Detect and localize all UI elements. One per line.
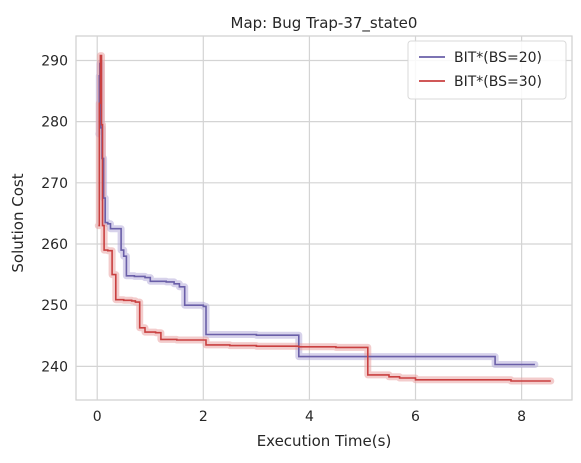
- legend-label-1: BIT*(BS=20): [454, 50, 542, 66]
- x-tick-label: 0: [93, 409, 102, 425]
- legend-label-2: BIT*(BS=30): [454, 74, 542, 90]
- y-tick-label: 240: [41, 359, 68, 375]
- x-tick-label: 8: [517, 409, 526, 425]
- chart-title: Map: Bug Trap-37_state0: [231, 14, 418, 33]
- x-tick-label: 2: [199, 409, 208, 425]
- x-tick-label: 4: [305, 409, 314, 425]
- y-tick-label: 270: [41, 176, 68, 192]
- legend: BIT*(BS=20) BIT*(BS=30): [408, 41, 566, 99]
- y-tick-label: 260: [41, 237, 68, 253]
- y-tick-label: 250: [41, 298, 68, 314]
- y-axis-label: Solution Cost: [9, 173, 27, 272]
- x-axis-label: Execution Time(s): [257, 432, 392, 450]
- x-tick-label: 6: [411, 409, 420, 425]
- y-tick-label: 290: [41, 53, 68, 69]
- y-tick-label: 280: [41, 115, 68, 131]
